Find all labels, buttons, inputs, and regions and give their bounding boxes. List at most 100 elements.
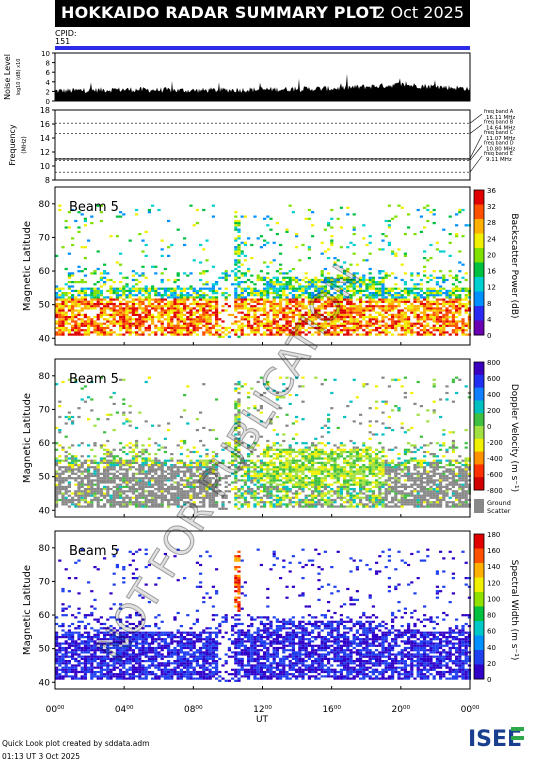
scatter-cell bbox=[112, 448, 116, 451]
scatter-cell bbox=[119, 472, 123, 475]
scatter-cell bbox=[279, 307, 283, 310]
scatter-cell bbox=[173, 472, 177, 475]
scatter-cell bbox=[240, 215, 244, 218]
scatter-cell bbox=[167, 326, 171, 330]
scatter-cell bbox=[301, 289, 305, 292]
scatter-cell bbox=[243, 461, 247, 464]
scatter-cell bbox=[416, 313, 420, 316]
scatter-cell bbox=[266, 448, 270, 451]
scatter-cell bbox=[256, 329, 260, 332]
scatter-cell bbox=[99, 444, 103, 447]
scatter-cell bbox=[407, 294, 411, 297]
scatter-cell bbox=[304, 311, 308, 314]
scatter-cell bbox=[455, 309, 459, 312]
scatter-cell bbox=[301, 385, 305, 388]
scatter-cell bbox=[87, 331, 91, 334]
scatter-cell bbox=[269, 446, 273, 449]
scatter-cell bbox=[359, 285, 363, 288]
scatter-cell bbox=[90, 300, 94, 303]
scatter-cell bbox=[263, 283, 267, 286]
scatter-cell bbox=[339, 442, 343, 445]
scatter-cell bbox=[240, 503, 244, 506]
scatter-cell bbox=[327, 503, 331, 506]
scatter-cell bbox=[467, 322, 471, 325]
scatter-cell bbox=[349, 329, 353, 332]
scatter-cell bbox=[432, 324, 436, 327]
scatter-cell bbox=[247, 324, 251, 327]
scatter-cell bbox=[195, 222, 199, 225]
scatter-cell bbox=[259, 472, 263, 475]
scatter-cell bbox=[391, 296, 395, 299]
scatter-cell bbox=[339, 444, 343, 447]
scatter-cell bbox=[333, 283, 337, 286]
scatter-cell bbox=[227, 466, 231, 469]
scatter-cell bbox=[64, 329, 68, 332]
scatter-cell bbox=[122, 398, 126, 401]
scatter-cell bbox=[429, 294, 433, 297]
scatter-cell bbox=[311, 294, 315, 297]
scatter-cell bbox=[55, 326, 59, 330]
scatter-cell bbox=[314, 296, 318, 299]
scatter-cell bbox=[80, 498, 84, 502]
scatter-cell bbox=[154, 326, 158, 330]
scatter-cell bbox=[160, 298, 164, 301]
scatter-cell bbox=[224, 309, 228, 312]
scatter-cell bbox=[176, 326, 180, 330]
scatter-cell bbox=[208, 477, 212, 480]
scatter-cell bbox=[128, 239, 132, 242]
scatter-cell bbox=[163, 488, 167, 491]
scatter-cell bbox=[173, 464, 177, 467]
scatter-cell bbox=[314, 501, 318, 504]
scatter-cell bbox=[288, 459, 292, 462]
scatter-cell bbox=[77, 470, 81, 473]
scatter-cell bbox=[355, 281, 359, 284]
scatter-cell bbox=[314, 281, 318, 284]
scatter-cell bbox=[304, 276, 308, 279]
scatter-cell bbox=[157, 307, 161, 310]
scatter-cell bbox=[343, 322, 347, 325]
scatter-cell bbox=[135, 289, 139, 292]
scatter-cell bbox=[368, 252, 372, 255]
colorbar-segment bbox=[474, 331, 484, 336]
scatter-cell bbox=[397, 302, 401, 306]
scatter-cell bbox=[189, 320, 193, 323]
scatter-cell bbox=[243, 316, 247, 319]
scatter-cell bbox=[314, 276, 318, 279]
scatter-cell bbox=[122, 477, 126, 480]
scatter-cell bbox=[250, 294, 254, 297]
scatter-cell bbox=[199, 261, 203, 264]
scatter-cell bbox=[336, 309, 340, 312]
scatter-cell bbox=[122, 309, 126, 312]
scatter-cell bbox=[109, 320, 113, 323]
scatter-cell bbox=[202, 461, 206, 464]
scatter-cell bbox=[224, 296, 228, 299]
scatter-cell bbox=[93, 289, 97, 292]
scatter-cell bbox=[112, 494, 116, 497]
scatter-cell bbox=[131, 324, 135, 327]
scatter-cell bbox=[327, 442, 331, 445]
scatter-cell bbox=[135, 287, 139, 290]
scatter-cell bbox=[339, 492, 343, 495]
scatter-cell bbox=[298, 302, 302, 306]
scatter-cell bbox=[291, 285, 295, 288]
scatter-cell bbox=[128, 477, 132, 480]
scatter-cell bbox=[122, 505, 126, 508]
scatter-cell bbox=[93, 296, 97, 299]
scatter-cell bbox=[237, 243, 241, 247]
scatter-cell bbox=[208, 326, 212, 330]
scatter-cell bbox=[461, 318, 465, 321]
scatter-cell bbox=[138, 333, 142, 336]
scatter-cell bbox=[234, 296, 238, 299]
scatter-cell bbox=[285, 496, 289, 499]
scatter-cell bbox=[291, 501, 295, 504]
scatter-cell bbox=[298, 501, 302, 504]
scatter-cell bbox=[215, 453, 219, 456]
scatter-cell bbox=[138, 322, 142, 325]
scatter-cell bbox=[410, 322, 414, 325]
scatter-cell bbox=[311, 313, 315, 316]
scatter-cell bbox=[275, 309, 279, 312]
scatter-cell bbox=[103, 272, 107, 275]
scatter-cell bbox=[419, 311, 423, 314]
scatter-cell bbox=[90, 294, 94, 297]
scatter-cell bbox=[58, 313, 62, 316]
